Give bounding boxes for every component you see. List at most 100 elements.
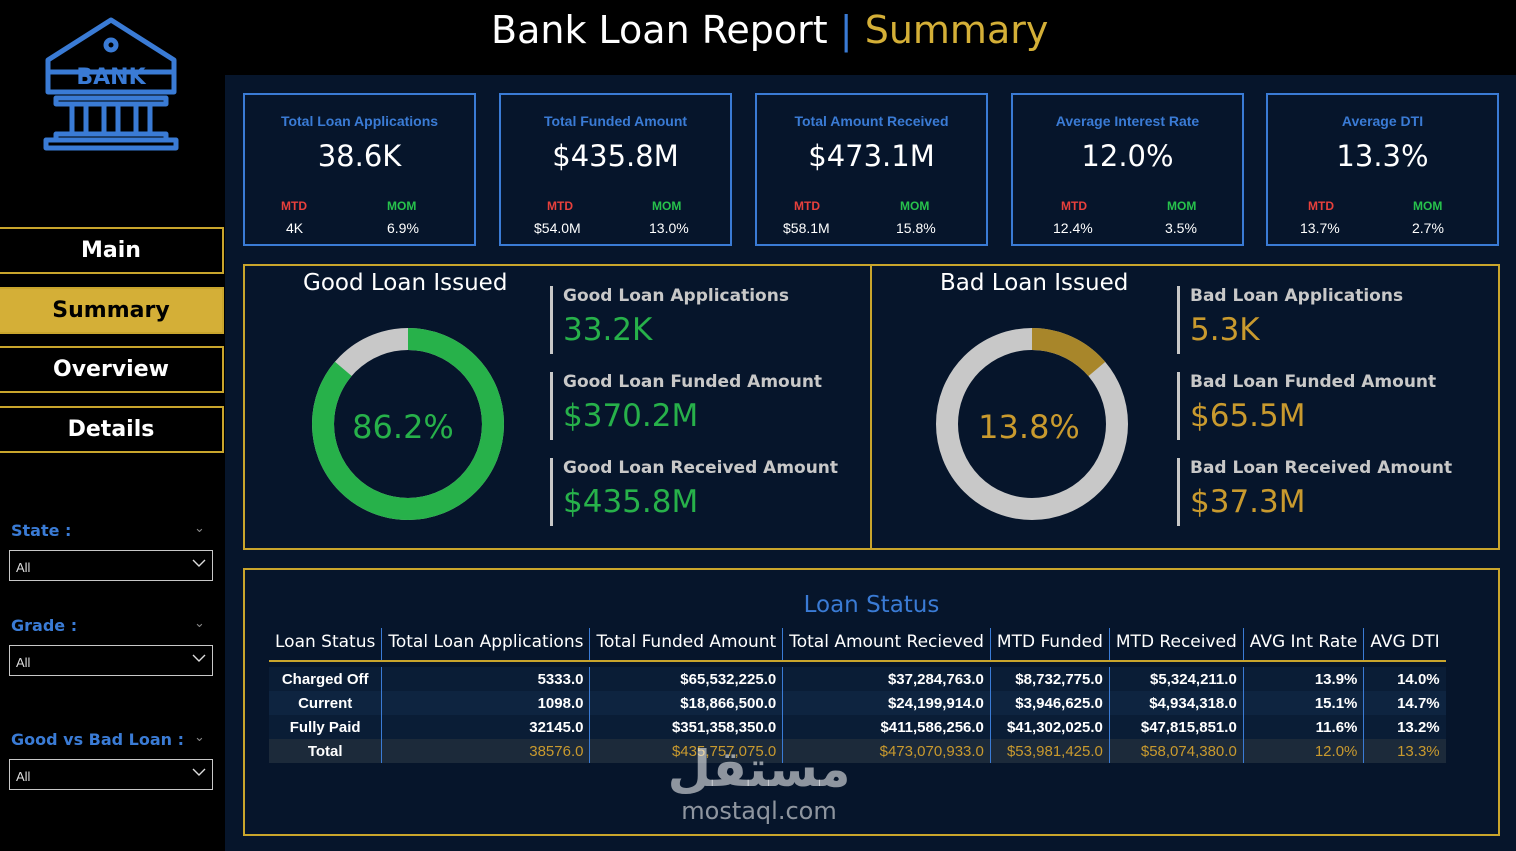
column-header[interactable]: AVG DTI <box>1363 628 1446 662</box>
column-header[interactable]: MTD Funded <box>990 628 1110 662</box>
kpi-average-dti[interactable]: Average DTI 13.3% MTD MOM 13.7% 2.7% <box>1266 93 1499 246</box>
table-cell: 13.2% <box>1363 715 1446 739</box>
kpi-total-funded-amount[interactable]: Total Funded Amount $435.8M MTD MOM $54.… <box>499 93 732 246</box>
column-header[interactable]: MTD Received <box>1109 628 1244 662</box>
table-cell: 5333.0 <box>381 667 591 691</box>
loan-status-title: Loan Status <box>803 592 940 618</box>
table-header-row: Loan Status Total Loan Applications Tota… <box>269 628 1446 662</box>
kpi-value: $435.8M <box>552 139 679 173</box>
bad-loan-panel: Bad Loan Issued 13.8% Bad Loan Applicati… <box>870 264 1500 550</box>
column-header[interactable]: Total Loan Applications <box>381 628 591 662</box>
donut-good-arc <box>312 328 504 520</box>
nav-main[interactable]: Main <box>0 227 224 274</box>
table-cell: $53,981,425.0 <box>990 739 1110 763</box>
grade-filter-value: All <box>16 655 31 670</box>
metric-value: $370.2M <box>563 398 699 434</box>
table-cell: 15.1% <box>1243 691 1365 715</box>
kpi-mtd-value: $58.1M <box>783 220 830 236</box>
good-loan-title: Good Loan Issued <box>303 270 508 296</box>
kpi-mom-value: 3.5% <box>1165 220 1197 236</box>
kpi-mtd-label: MTD <box>1061 199 1087 213</box>
kpi-mom-label: MOM <box>1167 199 1197 213</box>
kpi-mtd-label: MTD <box>1308 199 1334 213</box>
kpi-mtd-value: $54.0M <box>534 220 581 236</box>
chevron-down-icon[interactable]: ⌄ <box>194 729 205 744</box>
chevron-down-icon[interactable]: ⌄ <box>194 615 205 630</box>
column-header[interactable]: Total Funded Amount <box>589 628 784 662</box>
chevron-down-icon[interactable]: ⌄ <box>194 520 205 535</box>
metric-value: 33.2K <box>563 312 653 348</box>
state-filter-dropdown[interactable]: All <box>9 550 213 581</box>
table-cell: 32145.0 <box>381 715 591 739</box>
table-row[interactable]: Fully Paid 32145.0 $351,358,350.0 $411,5… <box>269 715 1446 739</box>
table-cell: $41,302,025.0 <box>990 715 1110 739</box>
table-cell: $5,324,211.0 <box>1109 667 1244 691</box>
bad-loan-funded-amount: Bad Loan Funded Amount $65.5M <box>1177 372 1436 440</box>
table-row[interactable]: Charged Off 5333.0 $65,532,225.0 $37,284… <box>269 667 1446 691</box>
good-loan-received-amount: Good Loan Received Amount $435.8M <box>550 458 838 526</box>
table-cell: 11.6% <box>1243 715 1365 739</box>
good-bad-filter-value: All <box>16 769 31 784</box>
kpi-average-interest-rate[interactable]: Average Interest Rate 12.0% MTD MOM 12.4… <box>1011 93 1244 246</box>
kpi-mtd-label: MTD <box>547 199 573 213</box>
table-cell: $3,946,625.0 <box>990 691 1110 715</box>
table-cell: $58,074,380.0 <box>1109 739 1244 763</box>
kpi-mom-value: 6.9% <box>387 220 419 236</box>
table-cell: $18,866,500.0 <box>589 691 784 715</box>
loan-status-table: Loan Status Total Loan Applications Tota… <box>269 628 1446 763</box>
kpi-mtd-label: MTD <box>794 199 820 213</box>
good-loan-applications: Good Loan Applications 33.2K <box>550 286 789 354</box>
table-total-row[interactable]: Total 38576.0 $435,757,075.0 $473,070,93… <box>269 739 1446 763</box>
kpi-value: $473.1M <box>808 139 935 173</box>
metric-label: Bad Loan Applications <box>1190 286 1404 306</box>
kpi-mtd-label: MTD <box>281 199 307 213</box>
metric-label: Good Loan Received Amount <box>563 458 839 478</box>
table-cell: $4,934,318.0 <box>1109 691 1244 715</box>
column-header[interactable]: Loan Status <box>269 628 383 662</box>
table-cell: Charged Off <box>269 667 383 691</box>
kpi-mom-label: MOM <box>1413 199 1443 213</box>
page-title: Bank Loan Report | Summary <box>491 8 1048 52</box>
kpi-title: Total Amount Received <box>794 113 949 129</box>
table-cell: $411,586,256.0 <box>782 715 991 739</box>
kpi-mtd-value: 12.4% <box>1053 220 1093 236</box>
report-title: Bank Loan Report <box>491 8 828 52</box>
loan-status-panel: Loan Status Loan Status Total Loan Appli… <box>243 568 1500 836</box>
title-separator: | <box>839 8 853 52</box>
kpi-title: Average DTI <box>1341 113 1424 129</box>
nav-overview[interactable]: Overview <box>0 346 224 393</box>
table-cell: 1098.0 <box>381 691 591 715</box>
metric-label: Bad Loan Funded Amount <box>1190 372 1437 392</box>
kpi-mtd-value: 13.7% <box>1300 220 1340 236</box>
table-cell: $24,199,914.0 <box>782 691 991 715</box>
nav-summary[interactable]: Summary <box>0 287 224 334</box>
good-bad-filter-dropdown[interactable]: All <box>9 759 213 790</box>
bad-loan-title: Bad Loan Issued <box>940 270 1129 296</box>
table-cell: $37,284,763.0 <box>782 667 991 691</box>
grade-filter-dropdown[interactable]: All <box>9 645 213 676</box>
bank-logo: BANK <box>40 14 182 154</box>
nav-details[interactable]: Details <box>0 406 224 453</box>
column-header[interactable]: Total Amount Recieved <box>782 628 991 662</box>
metric-value: $37.3M <box>1190 484 1306 520</box>
kpi-value: 12.0% <box>1081 139 1174 173</box>
table-cell: 14.0% <box>1363 667 1446 691</box>
table-cell: 12.0% <box>1243 739 1365 763</box>
kpi-value: 38.6K <box>317 139 402 173</box>
bad-loan-donut[interactable]: 13.8% <box>934 326 1130 522</box>
kpi-mtd-value: 4K <box>286 220 304 236</box>
state-filter-label: State : <box>11 521 72 540</box>
kpi-value: 13.3% <box>1336 139 1429 173</box>
table-cell: 13.3% <box>1363 739 1446 763</box>
kpi-total-amount-received[interactable]: Total Amount Received $473.1M MTD MOM $5… <box>755 93 988 246</box>
kpi-title: Average Interest Rate <box>1055 113 1200 129</box>
donut-bad-arc <box>936 328 1128 520</box>
column-header[interactable]: AVG Int Rate <box>1243 628 1365 662</box>
good-loan-donut[interactable]: 86.2% <box>310 326 506 522</box>
state-filter-value: All <box>16 560 31 575</box>
table-cell: Fully Paid <box>269 715 383 739</box>
table-row[interactable]: Current 1098.0 $18,866,500.0 $24,199,914… <box>269 691 1446 715</box>
kpi-total-loan-applications[interactable]: Total Loan Applications 38.6K MTD MOM 4K… <box>243 93 476 246</box>
table-cell: $8,732,775.0 <box>990 667 1110 691</box>
chevron-down-icon <box>192 768 206 776</box>
